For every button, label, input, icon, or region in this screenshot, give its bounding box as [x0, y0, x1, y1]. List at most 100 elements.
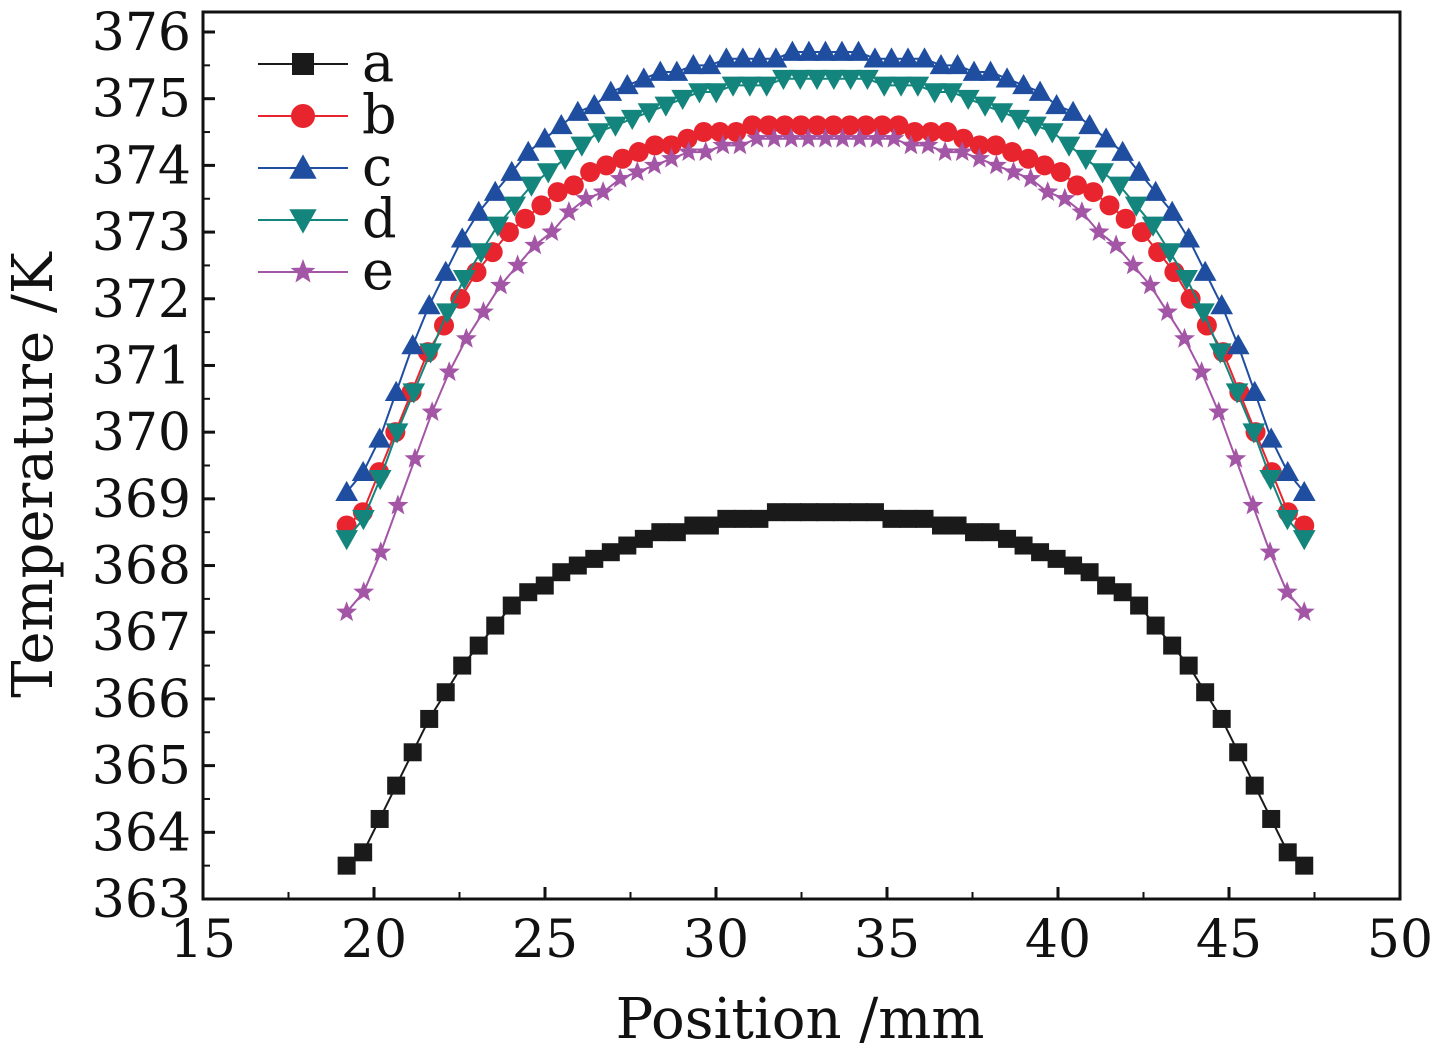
series-b-line: [345, 124, 1305, 527]
series-e-point: [883, 127, 905, 148]
series-b-point: [1131, 222, 1152, 243]
series-e-point: [626, 161, 648, 181]
x-tick-label: 30: [683, 910, 749, 970]
y-tick-label: 364: [92, 803, 191, 863]
legend-label: d: [362, 187, 397, 250]
series-e-point: [780, 127, 802, 148]
series-e-point: [1259, 541, 1281, 562]
y-tick-label: 369: [92, 470, 191, 530]
series-d-point: [436, 303, 459, 324]
series-c-point: [1127, 160, 1151, 181]
legend-label: c: [362, 135, 392, 198]
series-d-point: [822, 69, 846, 91]
series-e-point: [1088, 221, 1110, 241]
series-e-point: [404, 447, 426, 468]
series-c-point: [847, 40, 870, 61]
series-e-point: [438, 361, 460, 381]
series-e-line: [345, 137, 1305, 613]
series-a-point: [1278, 843, 1297, 862]
series-a-point: [783, 503, 802, 522]
legend-marker: [289, 209, 317, 234]
series-d-point: [1292, 530, 1316, 551]
series-d-point: [1276, 510, 1299, 531]
series-b-point: [1099, 195, 1120, 216]
series-c-point: [417, 294, 441, 315]
series-d-point: [1057, 136, 1081, 157]
series-e-point: [951, 141, 973, 161]
series-e-point: [490, 274, 511, 295]
series-e-point: [387, 494, 409, 515]
series-e-point: [1242, 494, 1264, 515]
series-d-point: [654, 96, 678, 117]
series-d-point: [671, 89, 695, 111]
series-a-point: [1080, 563, 1099, 582]
series-a-point: [998, 529, 1017, 548]
series-c-point: [549, 114, 573, 135]
series-e-point: [1174, 327, 1195, 348]
series-e-point: [1054, 187, 1076, 208]
series-e-point: [695, 141, 717, 161]
series-a-point: [1014, 536, 1033, 555]
series-e-point: [1037, 181, 1059, 201]
series-d-point: [688, 83, 711, 104]
series-a-line: [345, 511, 1305, 867]
legend-item-d: d: [258, 187, 397, 250]
series-d-point: [335, 530, 358, 551]
series-d-point: [956, 89, 980, 111]
series-e: [336, 127, 1315, 622]
series-e-point: [1122, 254, 1144, 275]
series-c: [335, 40, 1316, 501]
y-axis-title: Temperature /K: [1, 251, 66, 698]
series-e-point: [849, 127, 871, 148]
series-d-point: [536, 163, 560, 184]
series-e-point: [1139, 274, 1161, 295]
series-b-point: [839, 115, 860, 136]
series-d-point: [973, 96, 997, 117]
series-c-point: [896, 47, 920, 68]
series-c-point: [1111, 140, 1134, 161]
series-d-point: [772, 69, 795, 91]
x-tick-label: 35: [854, 910, 920, 970]
series-d-point: [1259, 470, 1283, 491]
series-e-point: [1293, 601, 1315, 622]
series-e-point: [763, 127, 785, 148]
series-b: [336, 115, 1315, 536]
series-a-point: [486, 616, 505, 635]
series-a-point: [1031, 543, 1050, 562]
series-c-point: [648, 60, 672, 81]
series-c-point: [962, 60, 986, 81]
series-c-point: [797, 40, 821, 61]
series-c-point: [516, 140, 540, 161]
y-tick-label: 365: [92, 737, 191, 797]
series-d-point: [604, 116, 627, 137]
series-a-point: [651, 523, 670, 542]
series-b-point: [1115, 208, 1136, 229]
series-a-point: [1130, 596, 1149, 615]
series-e-point: [644, 154, 665, 175]
series-b-point: [969, 135, 990, 156]
series-b-point: [661, 135, 682, 156]
series-d-point: [923, 83, 946, 104]
series-e-point: [336, 601, 358, 622]
series-a-point: [766, 503, 785, 522]
series-e-point: [986, 154, 1007, 175]
series-e-point: [455, 327, 477, 348]
series-a-point: [568, 556, 587, 575]
series-c-point: [483, 180, 507, 201]
series-c-point: [995, 67, 1019, 88]
series-c-point: [1061, 100, 1085, 121]
series-b-point: [953, 128, 974, 149]
series-c-point: [533, 127, 557, 148]
series-c-point: [814, 40, 837, 61]
series-c-point: [979, 60, 1002, 81]
series-c-point: [880, 47, 903, 68]
series-b-point: [693, 122, 714, 143]
series-c-point: [434, 260, 458, 281]
series-c-point: [450, 227, 474, 248]
series-a-point: [1163, 636, 1182, 655]
series-d-point: [352, 510, 375, 531]
series-d-point: [385, 423, 409, 444]
series-a-point: [370, 809, 389, 828]
x-tick-label: 40: [1025, 910, 1091, 970]
y-tick-label: 372: [92, 270, 191, 330]
